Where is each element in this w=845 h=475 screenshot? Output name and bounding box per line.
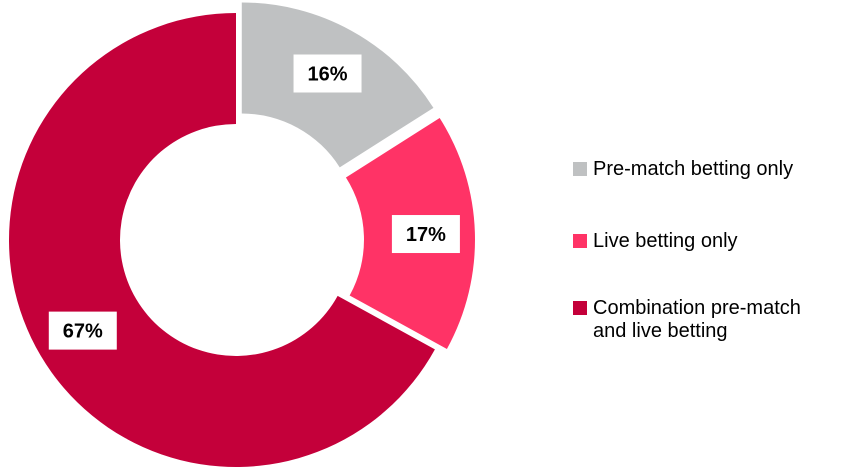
legend-label-combination: Combination pre-match and live betting (593, 297, 801, 342)
slice-label-box-combination (48, 311, 117, 350)
slice-label-pre-match: 16% (293, 54, 362, 93)
slice-label-box-live (391, 215, 460, 254)
slice-label-combination: 67% (48, 311, 117, 350)
legend-label-pre-match: Pre-match betting only (593, 158, 794, 180)
slice-combination (8, 13, 435, 467)
slice-label-live: 17% (391, 215, 460, 254)
legend-swatch-live (573, 234, 587, 248)
legend-swatch-combination (573, 301, 587, 315)
slice-value-live: 17% (406, 224, 446, 246)
slice-value-pre-match: 16% (308, 64, 348, 86)
slice-value-combination: 67% (63, 321, 103, 343)
legend-item-live: Live betting only (573, 230, 738, 253)
legend-swatch-pre-match (573, 162, 587, 176)
legend-label-live: Live betting only (593, 230, 738, 252)
slice-labels: 16% 17% 67% (48, 54, 460, 350)
legend-item-combination: Combination pre-match and live betting (573, 297, 801, 343)
legend-item-pre-match: Pre-match betting only (573, 158, 793, 181)
slice-label-box-pre-match (293, 54, 362, 93)
